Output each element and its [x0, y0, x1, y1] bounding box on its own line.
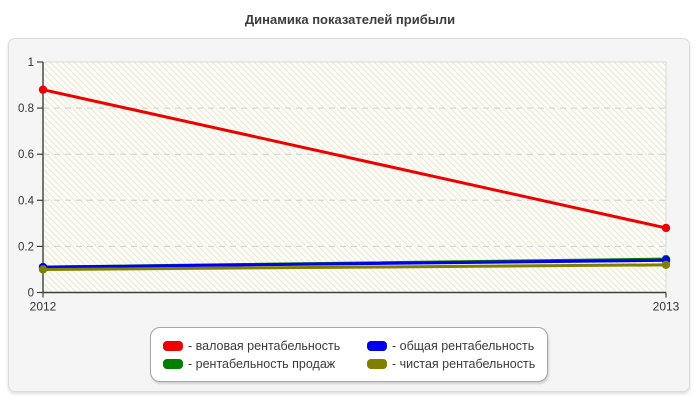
legend-item-gross: - валовая рентабельность [163, 339, 367, 353]
series-point-0-0 [38, 85, 48, 94]
legend-item-total: - общая рентабельность [367, 339, 541, 353]
series-line-0 [41, 88, 668, 230]
series-point-3-0 [38, 265, 48, 274]
chart-title: Динамика показателей прибыли [244, 12, 456, 27]
legend-label-total: - общая рентабельность [392, 338, 535, 353]
y-tick-label-0.6: 0.6 [18, 149, 34, 161]
y-tick-label-0.8: 0.8 [18, 103, 34, 115]
legend-swatch-sales [163, 358, 183, 369]
legend-swatch-net [367, 358, 387, 369]
series-point-0-1 [661, 223, 671, 233]
legend-swatch-gross [163, 340, 183, 351]
chart-legend: - валовая рентабельность - общая рентабе… [150, 327, 548, 382]
series-point-3-1 [661, 260, 671, 270]
legend-label-sales: - рентабельность продаж [188, 356, 336, 371]
legend-item-net: - чистая рентабельность [367, 357, 541, 371]
y-tick-label-1: 1 [28, 57, 34, 69]
series-line-2 [41, 258, 668, 269]
plot-area [43, 62, 666, 293]
legend-label-gross: - валовая рентабельность [188, 338, 341, 353]
legend-label-net: - чистая рентабельность [392, 356, 536, 371]
legend-item-sales: - рентабельность продаж [163, 357, 367, 371]
series-line-3 [41, 263, 668, 271]
y-tick-label-0.2: 0.2 [18, 241, 34, 253]
y-tick-label-0.4: 0.4 [18, 195, 35, 207]
y-tick-label-0: 0 [28, 288, 34, 300]
x-tick-label-2012: 2012 [30, 300, 57, 314]
legend-swatch-total [367, 340, 387, 351]
x-tick-label-2013: 2013 [653, 300, 680, 314]
